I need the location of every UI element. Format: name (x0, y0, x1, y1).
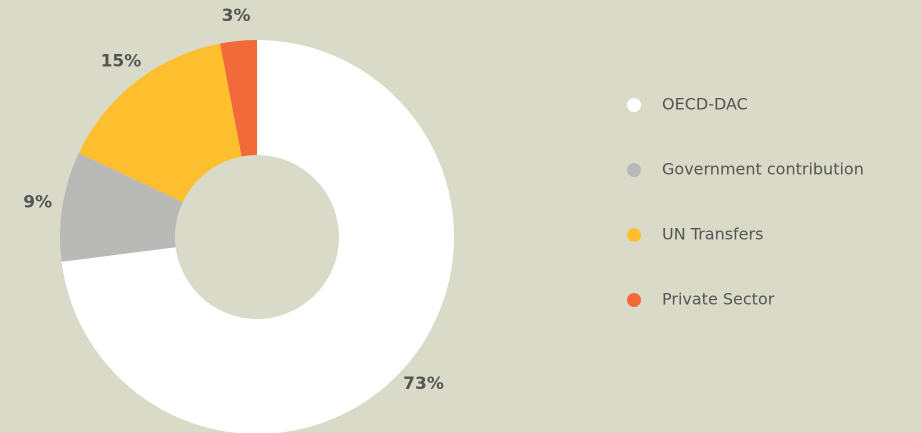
legend-label: UN Transfers (662, 225, 763, 244)
value-label: 3% (222, 6, 251, 26)
donut-slice (78, 43, 242, 203)
legend-marker (627, 228, 641, 242)
value-label: 73% (403, 374, 444, 394)
legend-marker (627, 98, 641, 112)
legend-label: Government contribution (662, 160, 864, 179)
legend-label: Private Sector (662, 290, 775, 309)
donut-slice (61, 40, 454, 433)
value-label: 15% (101, 52, 142, 72)
legend-marker (627, 293, 641, 307)
value-label: 9% (23, 192, 52, 212)
legend-label: OECD-DAC (662, 95, 748, 114)
donut-slice (220, 40, 257, 157)
legend-marker (627, 163, 641, 177)
donut-slice (59, 153, 183, 262)
